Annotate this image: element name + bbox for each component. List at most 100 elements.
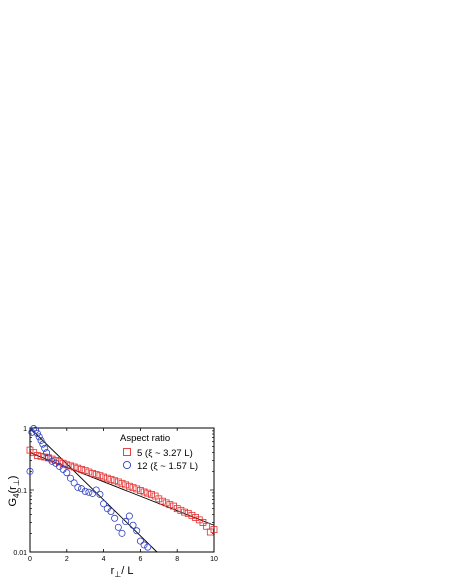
data-point-circle bbox=[133, 527, 141, 535]
data-point-circle bbox=[140, 541, 148, 549]
data-point-square bbox=[136, 487, 144, 494]
data-point-circle bbox=[144, 543, 152, 551]
data-point-square bbox=[33, 452, 41, 459]
data-point-circle bbox=[122, 518, 130, 526]
data-point-circle bbox=[74, 483, 82, 491]
data-point-square bbox=[67, 462, 74, 470]
x-tick-label: 10 bbox=[210, 556, 218, 563]
data-point-square bbox=[125, 482, 133, 490]
data-point-square bbox=[129, 484, 137, 492]
data-point-square bbox=[170, 502, 177, 510]
data-point-circle bbox=[39, 440, 47, 448]
x-tick-label: 4 bbox=[102, 556, 106, 563]
data-point-square bbox=[181, 508, 188, 516]
data-point-circle bbox=[129, 521, 137, 529]
data-point-square bbox=[144, 489, 152, 497]
data-point-square bbox=[166, 501, 174, 509]
data-point-square bbox=[89, 470, 96, 477]
data-point-square bbox=[206, 528, 214, 536]
data-point-circle bbox=[70, 479, 78, 487]
data-point-square bbox=[70, 463, 78, 471]
x-tick-label: 0 bbox=[28, 556, 32, 563]
plot-frame bbox=[29, 427, 215, 553]
data-point-square bbox=[92, 471, 100, 479]
data-point-circle bbox=[43, 449, 51, 457]
data-point-square bbox=[177, 506, 185, 514]
data-point-circle bbox=[30, 425, 38, 433]
data-point-square bbox=[188, 511, 196, 519]
data-point-square bbox=[103, 474, 111, 482]
data-point-circle bbox=[26, 467, 34, 475]
data-point-circle bbox=[41, 444, 49, 452]
x-tick-label: 2 bbox=[65, 556, 69, 563]
data-point-circle bbox=[92, 486, 100, 494]
y-tick-label: 1 bbox=[23, 426, 27, 433]
data-point-square bbox=[133, 485, 141, 493]
y-tick-label: 0.01 bbox=[13, 550, 27, 557]
data-point-square bbox=[122, 481, 130, 489]
data-point-circle bbox=[35, 433, 43, 441]
data-point-square bbox=[155, 495, 163, 503]
legend-marker-circle bbox=[122, 460, 132, 470]
data-point-square bbox=[85, 468, 93, 476]
data-point-square bbox=[107, 476, 115, 483]
data-point-square bbox=[26, 446, 34, 454]
data-point-circle bbox=[114, 523, 122, 531]
fit-lines bbox=[29, 427, 215, 553]
data-point-circle bbox=[100, 500, 108, 508]
y-axis-ticks: 0.01 0.1 1 bbox=[13, 426, 214, 557]
data-point-square bbox=[173, 505, 181, 513]
data-point-square bbox=[52, 457, 60, 464]
data-point-circle bbox=[85, 488, 93, 496]
data-point-square bbox=[192, 514, 200, 521]
data-point-circle bbox=[136, 537, 144, 545]
data-point-circle bbox=[89, 489, 97, 497]
data-point-square bbox=[37, 452, 45, 460]
data-point-circle bbox=[44, 454, 52, 462]
legend-entry-2: 12 (ξ ~ 1.57 L) bbox=[137, 461, 198, 472]
data-point-circle bbox=[111, 514, 119, 522]
data-point-square bbox=[56, 458, 63, 466]
data-point-square bbox=[111, 477, 119, 485]
data-point-circle bbox=[33, 429, 41, 437]
data-point-circle bbox=[118, 529, 126, 537]
legend-title: Aspect ratio bbox=[120, 433, 170, 444]
series-aspect-ratio-12 bbox=[26, 425, 152, 551]
data-point-square bbox=[203, 522, 211, 530]
legend-marker-square bbox=[123, 448, 131, 456]
data-point-square bbox=[63, 461, 71, 469]
data-point-square bbox=[74, 464, 82, 472]
data-point-square bbox=[41, 453, 49, 461]
data-point-square bbox=[96, 472, 104, 480]
data-point-square bbox=[114, 478, 122, 486]
data-point-square bbox=[81, 467, 89, 475]
y-tick-label: 0.1 bbox=[17, 488, 27, 495]
data-point-square bbox=[118, 479, 126, 487]
data-point-circle bbox=[125, 512, 133, 520]
data-point-circle bbox=[48, 457, 56, 465]
data-point-circle bbox=[96, 490, 104, 498]
data-point-circle bbox=[66, 474, 74, 482]
data-point-square bbox=[184, 509, 192, 517]
data-point-square bbox=[195, 516, 203, 524]
data-point-circle bbox=[28, 428, 36, 436]
legend-entry-1: 5 (ξ ~ 3.27 L) bbox=[137, 448, 193, 459]
data-point-square bbox=[148, 490, 155, 498]
data-point-circle bbox=[107, 508, 115, 516]
data-point-square bbox=[162, 499, 170, 507]
legend: Aspect ratio 5 (ξ ~ 3.27 L) 12 (ξ ~ 1.57… bbox=[120, 433, 198, 472]
x-tick-label: 6 bbox=[138, 556, 142, 563]
data-point-square bbox=[159, 497, 166, 505]
data-point-square bbox=[210, 526, 218, 533]
x-tick-label: 8 bbox=[175, 556, 179, 563]
data-point-circle bbox=[63, 469, 71, 477]
y-axis-label: G4(r⊥) bbox=[7, 476, 21, 507]
data-point-square bbox=[100, 473, 107, 481]
data-point-square bbox=[78, 465, 85, 473]
data-point-square bbox=[140, 488, 148, 496]
x-axis-label: r⊥/ L bbox=[111, 565, 134, 579]
data-point-circle bbox=[37, 436, 45, 444]
data-point-square bbox=[48, 455, 56, 463]
data-point-square bbox=[199, 519, 207, 526]
